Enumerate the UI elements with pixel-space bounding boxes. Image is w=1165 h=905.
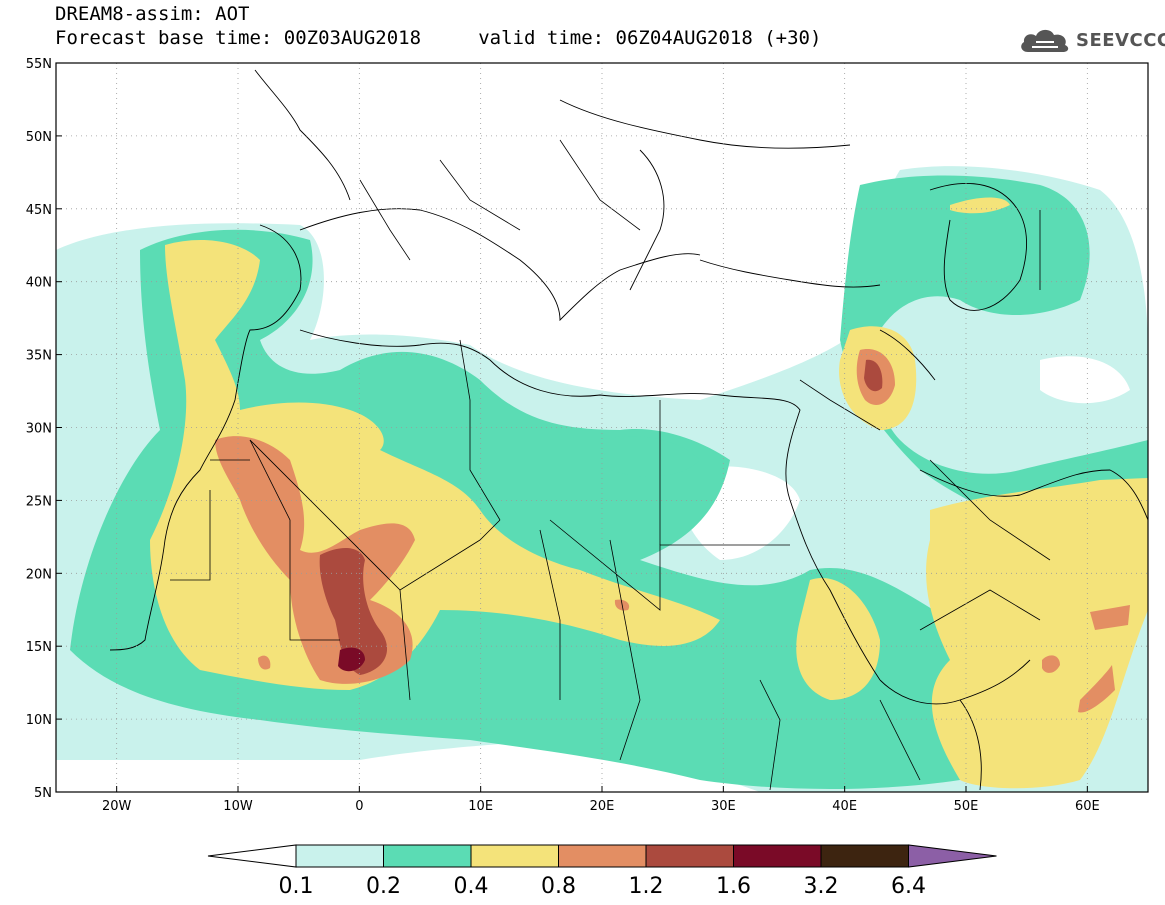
lat-tick-label: 45N — [26, 203, 52, 218]
aot-field — [56, 69, 1148, 792]
lon-tick-label: 60E — [1075, 799, 1100, 814]
colorbar-over-arrow — [908, 844, 997, 868]
colorbar-label: 1.2 — [629, 874, 664, 899]
country-borders — [170, 139, 1051, 791]
logo-text: SEEVCCC — [1076, 29, 1165, 51]
seevccc-logo: SEEVCCC — [1018, 24, 1165, 56]
lon-tick-label: 50E — [954, 799, 979, 814]
lon-tick-label: 10E — [468, 799, 493, 814]
cloud-icon — [1021, 29, 1069, 52]
lon-tick-label: 20W — [102, 799, 132, 814]
lat-tick-label: 15N — [26, 640, 52, 655]
lon-tick-label: 0 — [355, 799, 363, 814]
lat-tick-label: 55N — [26, 57, 52, 72]
lon-tick-label: 10W — [223, 799, 253, 814]
colorbar-bin — [645, 844, 734, 868]
lat-tick-label: 50N — [26, 130, 52, 145]
colorbar-label: 0.4 — [454, 874, 489, 899]
lon-tick-label: 40E — [832, 799, 857, 814]
lat-tick-label: 30N — [26, 422, 52, 437]
colorbar-label: 0.8 — [541, 874, 576, 899]
colorbar-bin — [295, 844, 384, 868]
lon-tick-label: 20E — [590, 799, 615, 814]
colorbar-label: 6.4 — [891, 874, 926, 899]
lat-tick-label: 35N — [26, 349, 52, 364]
lat-tick-label: 5N — [34, 786, 52, 801]
lon-tick-label: 30E — [711, 799, 736, 814]
aot-band-1.2 — [319, 359, 883, 675]
lat-tick-label: 10N — [26, 713, 52, 728]
colorbar-bin — [820, 844, 909, 868]
lat-tick-label: 25N — [26, 494, 52, 509]
colorbar-label: 1.6 — [716, 874, 751, 899]
colorbar-bin — [470, 844, 559, 868]
colorbar-label: 3.2 — [804, 874, 839, 899]
colorbar-under-arrow — [207, 844, 297, 868]
lat-tick-label: 20N — [26, 567, 52, 582]
map-title: DREAM8-assim: AOT — [55, 3, 250, 25]
colorbar-bin — [558, 844, 647, 868]
aot-band-1.6 — [338, 647, 365, 672]
axis-ticks: 20W 10W 0 10E 20E 30E 40E 50E 60E 55N 50N 45N 40N 35N… — [26, 57, 1100, 814]
coastlines — [109, 69, 1148, 791]
colorbar: 0.1 0.2 0.4 0.8 1.2 1.6 3.2 6.4 — [207, 844, 997, 899]
forecast-time-subtitle: Forecast base time: 00Z03AUG2018 valid t… — [55, 27, 822, 49]
colorbar-bin — [383, 844, 472, 868]
lat-tick-label: 40N — [26, 276, 52, 291]
colorbar-label: 0.1 — [279, 874, 314, 899]
colorbar-label: 0.2 — [366, 874, 401, 899]
colorbar-bin — [733, 844, 822, 868]
